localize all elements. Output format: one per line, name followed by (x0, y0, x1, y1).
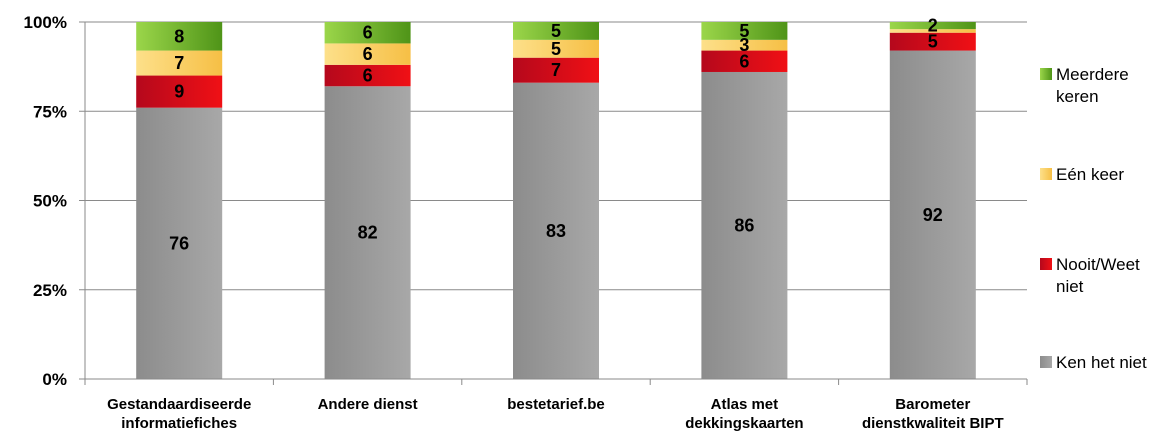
data-label: 6 (363, 23, 373, 43)
bar-segment-e-n-keer (136, 50, 223, 76)
data-label: 5 (551, 39, 561, 59)
bars (136, 22, 976, 380)
data-label: 83 (546, 221, 566, 241)
bar-segment-nooit-weet-niet (513, 57, 599, 83)
data-label: 3 (739, 35, 749, 55)
y-tick-label: 25% (33, 281, 67, 300)
y-tick-label: 0% (42, 370, 67, 389)
data-label: 6 (363, 66, 373, 86)
data-label: 7 (551, 60, 561, 80)
bar-segment-ken-het-niet (889, 50, 976, 380)
bar-segment-ken-het-niet (324, 86, 411, 379)
data-label: 6 (363, 44, 373, 64)
y-tick-label: 75% (33, 102, 67, 121)
x-tick-label: Barometer dienstkwaliteit BIPT (862, 396, 1004, 432)
x-tick-label: Andere dienst (318, 396, 418, 413)
axes: 0% 25% 50% 75% 100% Gestandaardiseerde informa… (24, 13, 1028, 432)
data-label: 5 (928, 32, 938, 52)
bar-segment-meerdere-keren (324, 22, 411, 44)
data-label: 6 (739, 51, 749, 71)
bar-segment-ken-het-niet (701, 71, 788, 379)
data-label: 86 (734, 215, 754, 235)
y-tick-label: 50% (33, 192, 67, 211)
bar-segment-ken-het-niet (513, 82, 599, 379)
data-label: 82 (358, 223, 378, 243)
data-label: 7 (174, 53, 184, 73)
y-tick-label: 100% (24, 13, 67, 32)
bar-segment-e-n-keer (889, 29, 976, 33)
data-label: 5 (739, 21, 749, 41)
legend-label: Nooit/Weet niet (1056, 255, 1140, 296)
bar-segment-nooit-weet-niet (701, 50, 788, 72)
bar-segment-nooit-weet-niet (136, 75, 223, 108)
legend-label: Meerdere keren (1056, 65, 1129, 106)
data-label: 92 (923, 205, 943, 225)
bar-segment-e-n-keer (324, 43, 411, 65)
data-label: 9 (174, 82, 184, 102)
x-tick-label: Atlas met dekkingskaarten (685, 396, 803, 432)
x-tick-label: bestetarief.be (507, 396, 605, 413)
legend-label: Ken het niet (1056, 353, 1147, 372)
legend-label: Eén keer (1056, 165, 1124, 184)
legend: Meerdere keren Eén keer Nooit/Weet niet Ken h… (1040, 65, 1147, 372)
bar-segment-meerdere-keren (701, 22, 788, 40)
bar-segment-nooit-weet-niet (324, 64, 411, 87)
data-label: 8 (174, 26, 184, 46)
legend-swatch (1040, 258, 1052, 270)
data-label: 2 (928, 16, 938, 36)
bar-segment-nooit-weet-niet (889, 32, 976, 51)
bar-segment-meerdere-keren (136, 22, 223, 51)
bar-segment-meerdere-keren (889, 22, 976, 30)
data-label: 5 (551, 21, 561, 41)
legend-swatch (1040, 168, 1052, 180)
bar-segment-ken-het-niet (136, 107, 223, 380)
x-tick-label: Gestandaardiseerde informatiefiches (107, 396, 251, 432)
bar-segment-e-n-keer (701, 39, 788, 51)
legend-swatch (1040, 68, 1052, 80)
bar-segment-meerdere-keren (513, 22, 599, 40)
bar-segment-e-n-keer (513, 39, 599, 58)
legend-swatch (1040, 356, 1052, 368)
data-label: 76 (169, 233, 189, 253)
